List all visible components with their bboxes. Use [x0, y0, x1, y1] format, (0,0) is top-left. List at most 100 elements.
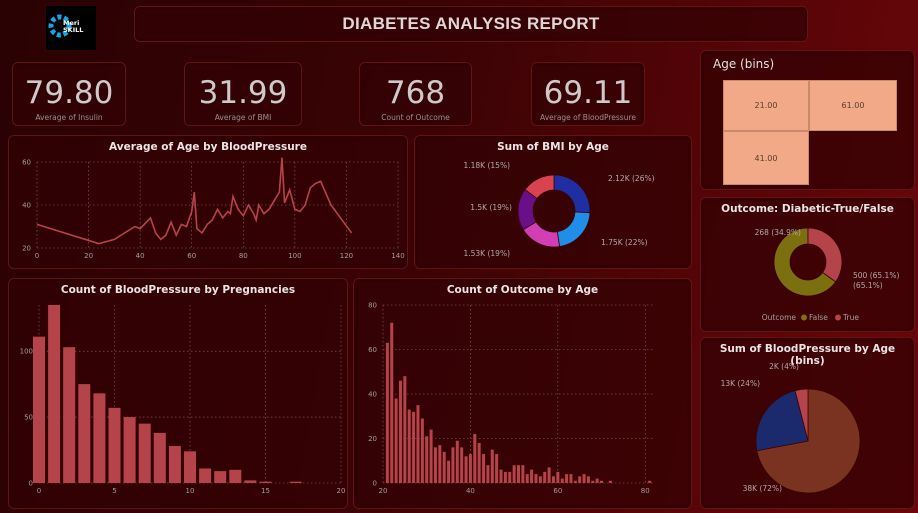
legend-marker — [835, 315, 841, 321]
age-bin-cell[interactable]: 41.00 — [723, 131, 809, 185]
bar — [569, 474, 572, 483]
kpi-label: Average of Insulin — [35, 113, 102, 122]
bar — [561, 479, 564, 483]
age-bar-chart: 02040608020 40 60 80 — [354, 279, 693, 510]
slice — [808, 228, 842, 282]
age-bins-title: Age (bins) — [713, 57, 774, 71]
bp-pie-panel[interactable]: Sum of BloodPressure by Age (bins) 38K (… — [700, 337, 915, 509]
line-chart: 20 40 60 0 20 40 60 80 100 120 140 — [9, 136, 409, 270]
data-label: (65.1%) — [853, 281, 883, 290]
age-bins-panel[interactable]: Age (bins) 21.00 61.00 41.00 — [700, 50, 915, 190]
bar — [447, 461, 450, 483]
x-tick-label: 20 — [337, 487, 346, 495]
x-tick-label: 20 — [379, 487, 388, 495]
bar — [521, 465, 524, 483]
bar — [482, 454, 485, 483]
bar — [591, 481, 594, 483]
age-bar-panel[interactable]: Count of Outcome by Age 0 20 40 60 80 20 40 60 8… — [353, 278, 692, 509]
bar — [425, 436, 428, 483]
bar — [473, 434, 476, 483]
kpi-outcome-count[interactable]: 768 Count of Outcome — [359, 62, 472, 126]
kpi-bmi[interactable]: 31.99 Average of BMI — [184, 62, 302, 126]
bar — [33, 337, 45, 483]
x-tick-label: 0 — [37, 487, 41, 495]
bar — [495, 454, 498, 483]
data-label: 2.12K (26%) — [608, 174, 655, 183]
legend-label: False — [809, 313, 828, 322]
kpi-value: 69.11 — [544, 76, 633, 110]
bar — [552, 476, 555, 483]
kpi-bloodpressure[interactable]: 69.11 Average of BloodPressure — [531, 62, 645, 126]
logo: Meri SKILL — [46, 6, 96, 50]
bar — [451, 447, 454, 483]
bar — [517, 465, 520, 483]
bar — [491, 450, 494, 483]
bar — [534, 474, 537, 483]
bar — [513, 465, 516, 483]
bar — [548, 467, 551, 483]
bar — [199, 468, 211, 483]
x-tick-label: 15 — [261, 487, 270, 495]
bar — [408, 410, 411, 483]
age-bin-cell[interactable]: 61.00 — [809, 80, 897, 131]
outcome-donut-chart: 500 (65.1%) 268 (34.9%) (65.1%) Outcome Fals… — [701, 198, 916, 333]
outcome-donut-panel[interactable]: Outcome: Diabetic-True/False 500 (65.1%)… — [700, 197, 915, 332]
bar — [260, 482, 272, 483]
bar — [416, 405, 419, 483]
bar — [93, 393, 105, 483]
bar — [390, 323, 393, 483]
legend-label: True — [842, 313, 859, 322]
kpi-label: Average of BloodPressure — [540, 113, 636, 122]
bar — [386, 343, 389, 483]
bmi-donut-panel[interactable]: Sum of BMI by Age 2.12K (26%) 1.75K (22%)… — [414, 135, 692, 269]
x-tick-label: 80 — [641, 487, 650, 495]
data-label: 38K (72%) — [743, 484, 782, 493]
data-label: 1.18K (15%) — [463, 161, 510, 170]
y-tick-label: 20 — [368, 435, 377, 443]
bar — [434, 447, 437, 483]
y-tick-label: 0 — [29, 480, 33, 488]
kpi-label: Average of BMI — [215, 113, 272, 122]
x-tick-label: 0 — [35, 252, 39, 260]
pregnancies-bar-panel[interactable]: Count of BloodPressure by Pregnancies 0 5… — [8, 278, 348, 509]
y-tick-label: 60 — [368, 346, 377, 354]
bar — [530, 470, 533, 483]
y-tick-label: 40 — [22, 202, 31, 210]
x-tick-label: 80 — [239, 252, 248, 260]
bar — [48, 305, 60, 483]
bar — [244, 480, 256, 483]
kpi-value: 31.99 — [199, 76, 288, 110]
x-tick-label: 140 — [391, 252, 404, 260]
bar — [556, 472, 559, 483]
data-label: 1.5K (19%) — [470, 203, 512, 212]
y-tick-label: 60 — [22, 159, 31, 167]
x-tick-label: 10 — [186, 487, 195, 495]
y-tick-label: 50 — [24, 414, 33, 422]
bar — [456, 441, 459, 483]
y-tick-label: 20 — [22, 245, 31, 253]
bar — [583, 474, 586, 483]
kpi-label: Count of Outcome — [381, 113, 450, 122]
data-label: 1.75K (22%) — [601, 238, 648, 247]
series-line — [37, 158, 352, 244]
bar — [508, 472, 511, 483]
logo-text: Meri SKILL — [63, 20, 83, 34]
age-bin-cell[interactable]: 21.00 — [723, 80, 809, 131]
kpi-insulin[interactable]: 79.80 Average of Insulin — [12, 62, 126, 126]
report-title: DIABETES ANALYSIS REPORT — [134, 6, 808, 42]
bar — [430, 430, 433, 483]
bar — [526, 474, 529, 483]
data-label: 1.53K (19%) — [463, 249, 510, 258]
y-tick-label: 0 — [373, 480, 377, 488]
line-chart-panel[interactable]: Average of Age by BloodPressure 20 40 60 0 2… — [8, 135, 408, 269]
bar — [63, 347, 75, 483]
bar — [500, 470, 503, 483]
bar — [139, 424, 151, 483]
bar — [504, 472, 507, 483]
bar — [124, 417, 136, 483]
bar — [214, 471, 226, 483]
bp-pie-chart: 38K (72%)13K (24%)2K (4%) — [701, 338, 916, 510]
pregnancies-bar-chart: 0 50 100 0 5 10 15 20 — [9, 279, 349, 510]
bar — [469, 454, 472, 483]
bar — [421, 418, 424, 483]
